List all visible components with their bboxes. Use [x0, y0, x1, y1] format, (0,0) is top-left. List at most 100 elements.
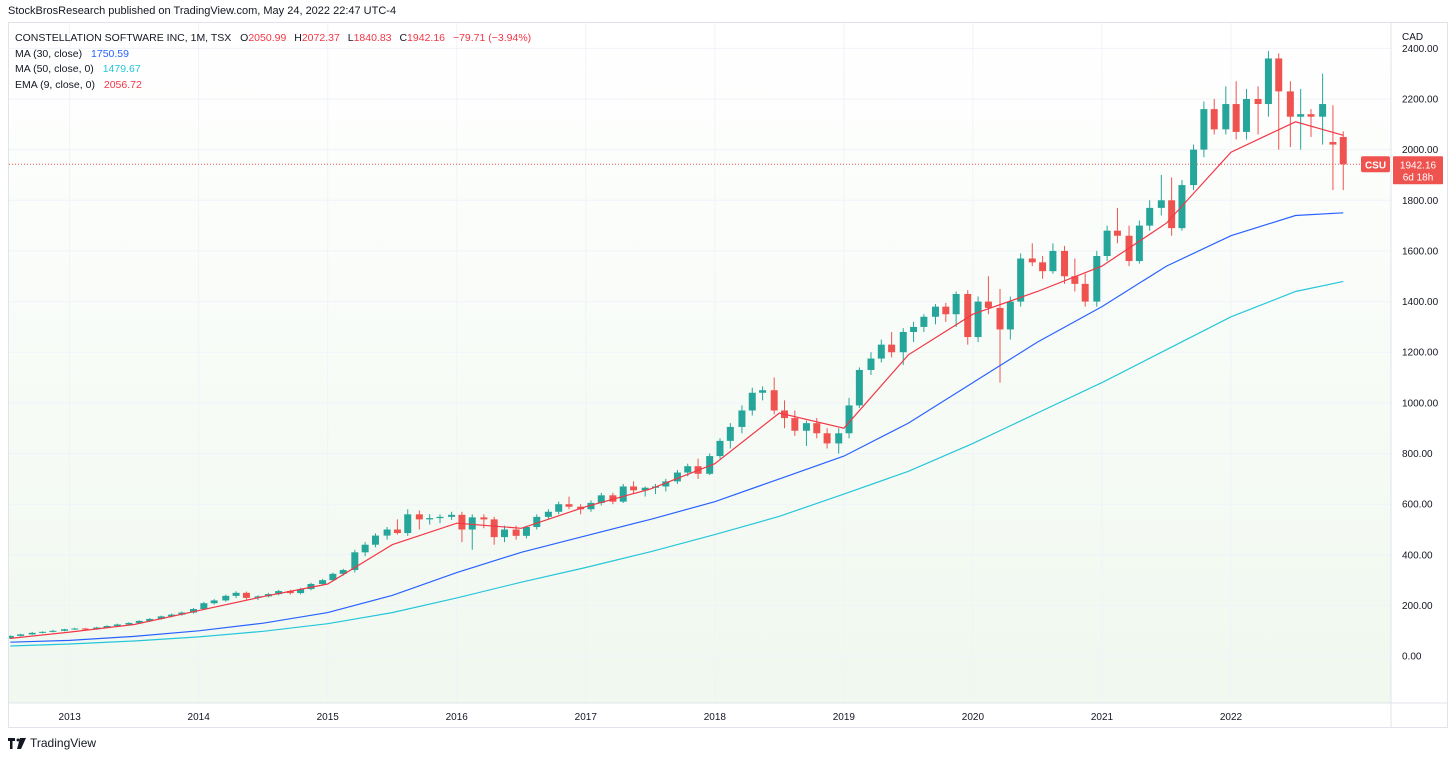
candle-body: [1254, 98, 1262, 105]
y-tick-label: 1400.00: [1402, 297, 1439, 308]
ma50-value: 1479.67: [102, 63, 141, 75]
y-tick-label: 2200.00: [1402, 94, 1439, 105]
candle-body: [823, 433, 831, 444]
candle-body: [448, 514, 456, 517]
candle-body: [232, 592, 240, 596]
ma30-value: 1750.59: [91, 47, 129, 60]
ohlc-low: 1840.83: [353, 32, 392, 44]
candle-body: [544, 511, 552, 517]
x-tick-label: 2022: [1220, 712, 1243, 723]
candle-body: [383, 529, 391, 536]
ohlc-close-label: C: [399, 32, 408, 44]
y-tick-label: 200.00: [1402, 601, 1433, 612]
candle-body: [1329, 142, 1337, 145]
candle-body: [684, 466, 692, 473]
symbol-title: CONSTELLATION SOFTWARE INC, 1M, TSX: [15, 32, 232, 44]
x-tick-label: 2020: [962, 712, 985, 723]
candle-body: [222, 595, 230, 601]
x-tick-label: 2016: [446, 712, 469, 723]
candle-body: [103, 626, 111, 628]
candle-body: [339, 570, 347, 574]
candle-body: [1286, 91, 1294, 117]
candle-body: [490, 519, 498, 538]
ohlc-high-label: H: [294, 32, 302, 44]
x-tick-label: 2015: [317, 712, 340, 723]
candle-body: [877, 344, 885, 359]
candle-body: [1113, 230, 1121, 236]
chart-frame[interactable]: 2400.00 2200.00 2000.00 1800.00 1600.00 1400.…: [8, 22, 1448, 728]
ohlc-change: −79.71 (−3.94%): [452, 32, 532, 44]
candle-body: [533, 516, 541, 527]
candle-body: [706, 456, 714, 474]
series-line-0: [10, 212, 1344, 643]
x-tick-label: 2019: [833, 712, 856, 723]
candle-body: [565, 504, 573, 507]
ohlc-close: 1942.16: [407, 32, 446, 44]
candle-body: [286, 591, 294, 594]
legend: CONSTELLATION SOFTWARE INC, 1M, TSX O205…: [15, 31, 531, 93]
candle-body: [1006, 301, 1014, 330]
candle-body: [609, 495, 617, 502]
candle-body: [468, 517, 476, 530]
candle-body: [1103, 230, 1111, 256]
countdown-label: 6d 18h: [1403, 172, 1434, 183]
price-chart[interactable]: 2400.00 2200.00 2000.00 1800.00 1600.00 1400.…: [9, 23, 1447, 727]
ohlc-low-label: L: [347, 32, 354, 44]
candle-body: [178, 612, 186, 615]
candle-body: [1264, 58, 1272, 105]
candle-body: [1275, 58, 1283, 92]
y-tick-label: 400.00: [1402, 550, 1433, 561]
candle-body: [1061, 250, 1069, 277]
candle-body: [791, 418, 799, 431]
candle-body: [319, 580, 327, 584]
candle-body: [952, 293, 960, 315]
candle-body: [1339, 136, 1347, 165]
candle-body: [1222, 104, 1230, 130]
candle-body: [716, 440, 724, 457]
candle-body: [361, 544, 369, 553]
x-tick-label: 2017: [575, 712, 598, 723]
candle-body: [404, 514, 412, 534]
currency-label: CAD: [1402, 32, 1423, 43]
candle-body: [393, 529, 401, 534]
candle-body: [190, 609, 198, 613]
candle-body: [458, 514, 466, 530]
candles: [9, 50, 1347, 639]
candle-body: [1157, 200, 1165, 208]
ma50-label: MA (50, close, 0): [15, 63, 94, 75]
y-tick-label: 2400.00: [1402, 44, 1439, 55]
candle-body: [501, 529, 509, 538]
ema9-label: EMA (9, close, 0): [15, 78, 95, 91]
candle-body: [931, 306, 939, 317]
candle-body: [9, 635, 14, 639]
candle-body: [759, 390, 767, 393]
y-tick-label: 0.00: [1402, 652, 1422, 663]
legend-ma50-row[interactable]: MA (50, close, 0) 1479.67: [15, 62, 531, 78]
footer[interactable]: TradingView: [8, 736, 96, 750]
x-tick-label: 2013: [59, 712, 82, 723]
candle-body: [802, 423, 810, 431]
candle-body: [555, 504, 563, 512]
candle-body: [738, 410, 746, 427]
legend-ma30-row[interactable]: MA (30, close) 1750.59: [15, 47, 531, 63]
x-tick-label: 2014: [188, 712, 211, 723]
candle-body: [1307, 114, 1315, 117]
ohlc-open-label: O: [240, 32, 249, 44]
candle-body: [60, 629, 68, 631]
legend-ema9-row[interactable]: EMA (9, close, 0) 2056.72: [15, 78, 531, 94]
candle-body: [888, 344, 896, 353]
candle-body: [1242, 98, 1250, 132]
candle-body: [522, 526, 530, 536]
candle-body: [1039, 262, 1047, 272]
y-tick-label: 600.00: [1402, 500, 1433, 511]
series-line-1: [10, 280, 1344, 647]
candle-body: [1028, 258, 1036, 263]
legend-symbol-row: CONSTELLATION SOFTWARE INC, 1M, TSX O205…: [15, 31, 531, 47]
y-tick-label: 1000.00: [1402, 398, 1439, 409]
candle-body: [974, 301, 982, 338]
candle-body: [1049, 250, 1057, 272]
candle-body: [835, 433, 843, 444]
candle-body: [426, 518, 434, 520]
published-text: StockBrosResearch published on TradingVi…: [8, 5, 397, 17]
candle-body: [1190, 149, 1198, 186]
